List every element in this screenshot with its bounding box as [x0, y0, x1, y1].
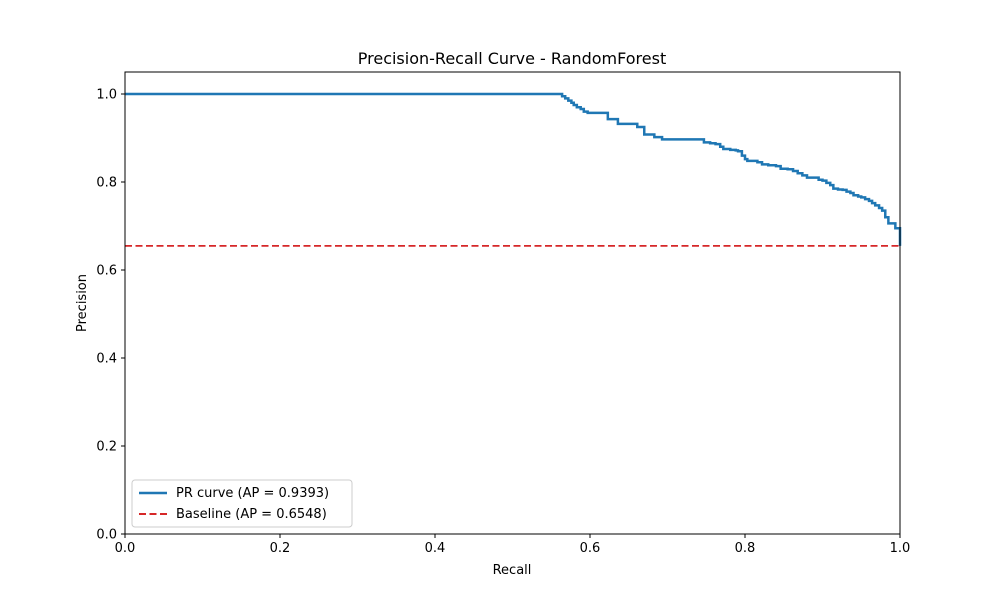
x-tick-label: 0.8	[735, 541, 756, 556]
y-axis-label: Precision	[75, 274, 90, 332]
legend: PR curve (AP = 0.9393) Baseline (AP = 0.…	[131, 479, 353, 528]
x-tick-label: 1.0	[890, 541, 911, 556]
plot-frame	[124, 71, 901, 535]
pr-curve-line	[125, 92, 902, 246]
plot-background	[125, 72, 900, 534]
chart-title: Precision-Recall Curve - RandomForest	[358, 49, 666, 68]
y-axis-ticks: 0.0 0.2 0.4 0.6 0.8 1.0	[96, 88, 125, 543]
x-axis-ticks: 0.0 0.2 0.4 0.6 0.8 1.0	[115, 534, 911, 556]
y-tick-label: 0.0	[96, 528, 117, 543]
x-axis-label: Recall	[493, 563, 532, 578]
legend-label-pr-curve: PR curve (AP = 0.9393)	[176, 486, 329, 501]
x-tick-label: 0.2	[270, 541, 291, 556]
plot-area	[124, 71, 902, 535]
legend-box	[131, 479, 353, 528]
legend-label-baseline: Baseline (AP = 0.6548)	[176, 507, 327, 522]
series-layer	[125, 92, 902, 247]
y-tick-label: 0.2	[96, 440, 117, 455]
x-tick-label: 0.4	[425, 541, 446, 556]
y-tick-label: 0.6	[96, 264, 117, 279]
x-tick-label: 0.0	[115, 541, 136, 556]
y-tick-label: 0.8	[96, 176, 117, 191]
y-tick-label: 0.4	[96, 352, 117, 367]
x-tick-label: 0.6	[580, 541, 601, 556]
y-tick-label: 1.0	[96, 88, 117, 103]
